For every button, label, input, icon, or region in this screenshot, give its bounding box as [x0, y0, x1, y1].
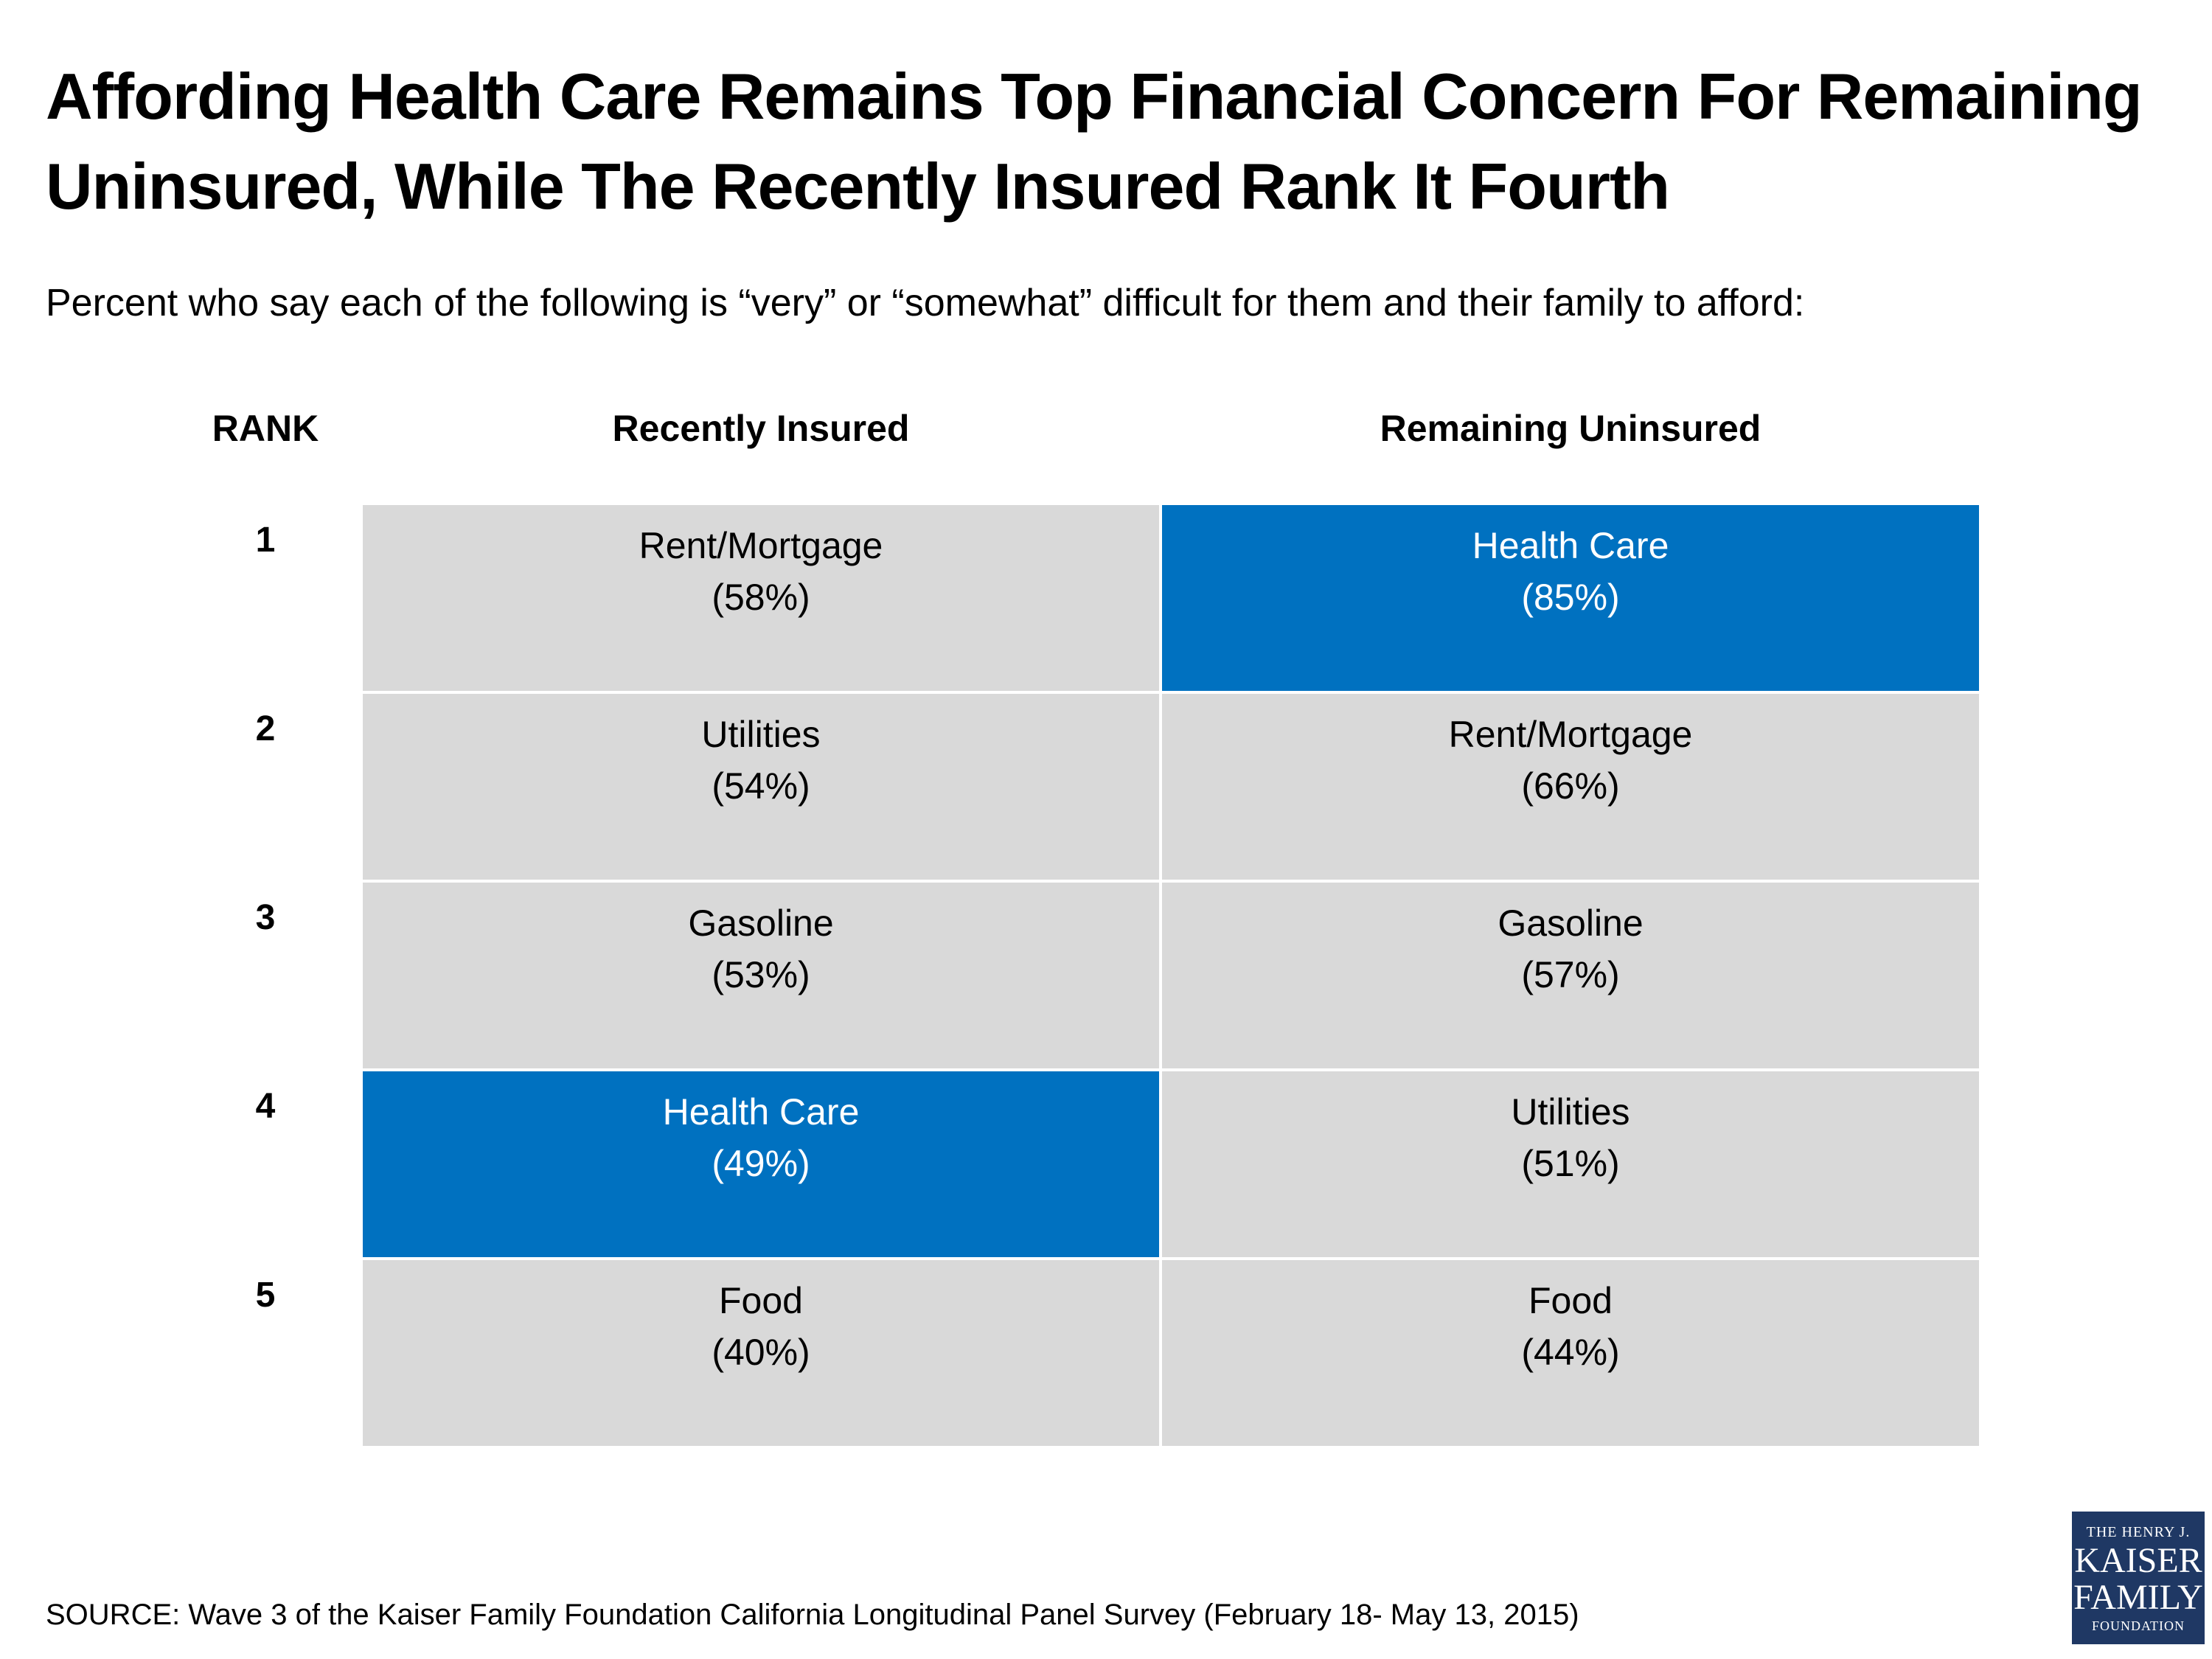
column-header-recently-insured: Recently Insured [612, 408, 910, 449]
rank-number-5: 5 [255, 1276, 276, 1315]
rank-number-4: 4 [255, 1087, 276, 1126]
column-header-remaining-uninsured: Remaining Uninsured [1380, 408, 1761, 449]
table-cell-remaining-uninsured-rank-5: Food (44%) [1162, 1260, 1982, 1449]
logo-line-3: FAMILY [2073, 1578, 2203, 1617]
table-cell-recently-insured-rank-3: Gasoline (53%) [363, 883, 1162, 1071]
cell-item-label: Rent/Mortgage [639, 525, 883, 566]
ranking-table: Rent/Mortgage (58%) Health Care (85%) Utilit… [363, 505, 1982, 1449]
cell-percent-label: (85%) [1521, 577, 1620, 618]
table-cell-remaining-uninsured-rank-1: Health Care (85%) [1162, 505, 1982, 694]
cell-item-label: Utilities [701, 714, 821, 755]
cell-percent-label: (66%) [1521, 765, 1620, 807]
table-cell-recently-insured-rank-2: Utilities (54%) [363, 694, 1162, 883]
kaiser-family-foundation-logo: THE HENRY J. KAISER FAMILY FOUNDATION [2072, 1512, 2205, 1644]
logo-line-4: FOUNDATION [2092, 1618, 2185, 1633]
table-cell-recently-insured-rank-1: Rent/Mortgage (58%) [363, 505, 1162, 694]
cell-percent-label: (44%) [1521, 1332, 1620, 1373]
cell-percent-label: (58%) [712, 577, 810, 618]
rank-number-3: 3 [255, 898, 276, 937]
source-note: SOURCE: Wave 3 of the Kaiser Family Foun… [46, 1599, 1579, 1631]
chart-title: Affording Health Care Remains Top Financ… [46, 52, 2169, 232]
table-cell-remaining-uninsured-rank-4: Utilities (51%) [1162, 1071, 1982, 1260]
chart-subtitle: Percent who say each of the following is… [46, 282, 1805, 324]
cell-item-label: Health Care [1472, 525, 1669, 566]
cell-item-label: Utilities [1511, 1091, 1630, 1133]
cell-percent-label: (54%) [712, 765, 810, 807]
table-cell-recently-insured-rank-5: Food (40%) [363, 1260, 1162, 1449]
table-cell-remaining-uninsured-rank-2: Rent/Mortgage (66%) [1162, 694, 1982, 883]
table-cell-recently-insured-rank-4: Health Care (49%) [363, 1071, 1162, 1260]
cell-percent-label: (40%) [712, 1332, 810, 1373]
chart-title-line-1: Affording Health Care Remains Top Financ… [46, 60, 2143, 133]
cell-percent-label: (57%) [1521, 954, 1620, 995]
cell-percent-label: (49%) [712, 1143, 810, 1184]
cell-percent-label: (51%) [1521, 1143, 1620, 1184]
cell-item-label: Food [719, 1280, 803, 1321]
cell-item-label: Rent/Mortgage [1448, 714, 1693, 755]
cell-item-label: Food [1528, 1280, 1613, 1321]
logo-line-2: KAISER [2074, 1541, 2202, 1580]
cell-percent-label: (53%) [712, 954, 810, 995]
cell-item-label: Gasoline [1498, 902, 1644, 944]
cell-item-label: Gasoline [688, 902, 834, 944]
table-cell-remaining-uninsured-rank-3: Gasoline (57%) [1162, 883, 1982, 1071]
rank-number-2: 2 [255, 709, 276, 748]
column-header-rank: RANK [212, 408, 319, 449]
cell-item-label: Health Care [662, 1091, 860, 1133]
rank-number-1: 1 [255, 521, 276, 560]
chart-title-line-2: Uninsured, While The Recently Insured Ra… [46, 150, 1670, 223]
logo-line-1: THE HENRY J. [2086, 1524, 2191, 1540]
